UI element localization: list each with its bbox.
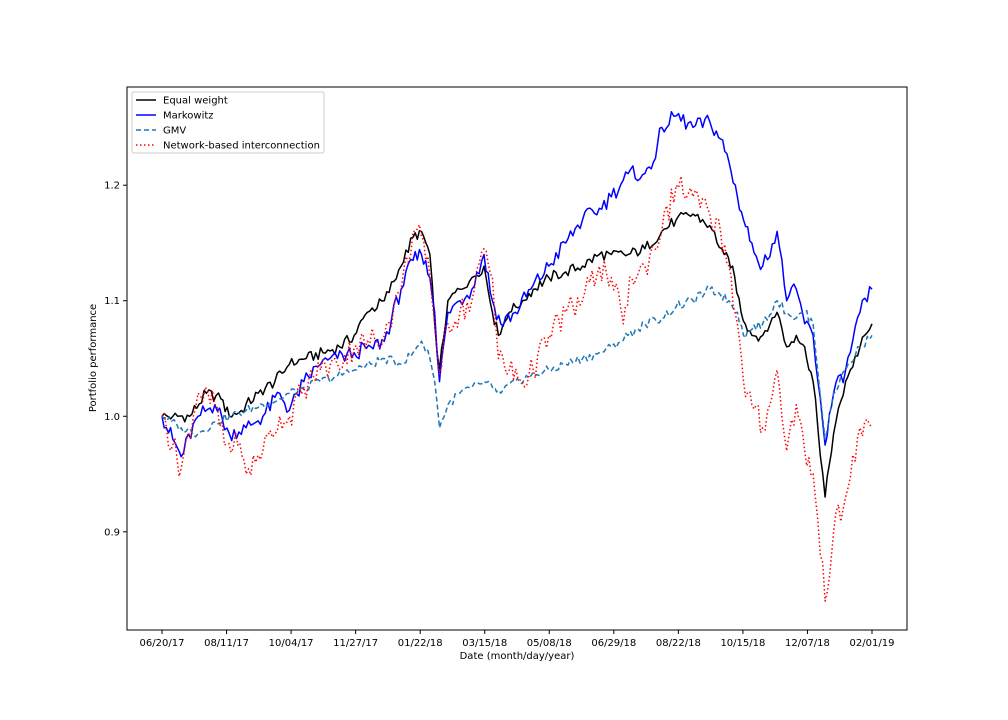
y-axis: 0.9 1.0 1.1 1.2	[104, 181, 127, 538]
x-tick-label: 10/04/17	[269, 638, 314, 649]
plot-frame	[126, 86, 908, 631]
x-tick-label: 10/15/18	[720, 638, 765, 649]
y-tick-label: 1.0	[104, 412, 120, 423]
x-tick-label: 11/27/17	[333, 638, 378, 649]
legend-label: GMV	[163, 126, 186, 137]
x-tick-label: 08/11/17	[204, 638, 249, 649]
legend-box	[131, 91, 325, 154]
x-tick-label: 08/22/18	[656, 638, 701, 649]
series-layer	[161, 110, 873, 602]
legend: Equal weight Markowitz GMV Network-based in…	[131, 91, 325, 154]
series-line-equal-weight	[161, 211, 873, 498]
y-tick-label: 1.2	[104, 181, 120, 192]
x-tick-label: 06/20/17	[140, 638, 185, 649]
legend-label: Markowitz	[163, 111, 214, 122]
y-axis-label: Portfolio performance	[88, 304, 99, 412]
plot-area	[127, 87, 907, 630]
legend-label: Equal weight	[163, 96, 228, 107]
x-tick-label: 12/07/18	[785, 638, 830, 649]
series-line-gmv	[161, 285, 873, 441]
y-tick-label: 1.1	[104, 296, 120, 307]
x-axis: 06/20/17 08/11/17 10/04/17 11/27/17 01/22/18…	[140, 630, 895, 649]
x-tick-label: 03/15/18	[462, 638, 507, 649]
series-line-network-based-interconnection	[161, 175, 873, 602]
x-axis-label: Date (month/day/year)	[460, 651, 575, 662]
y-tick-label: 0.9	[104, 527, 120, 538]
x-tick-label: 06/29/18	[591, 638, 636, 649]
legend-label: Network-based interconnection	[163, 141, 320, 152]
x-tick-label: 02/01/19	[850, 638, 895, 649]
x-tick-label: 01/22/18	[398, 638, 443, 649]
x-tick-label: 05/08/18	[527, 638, 572, 649]
